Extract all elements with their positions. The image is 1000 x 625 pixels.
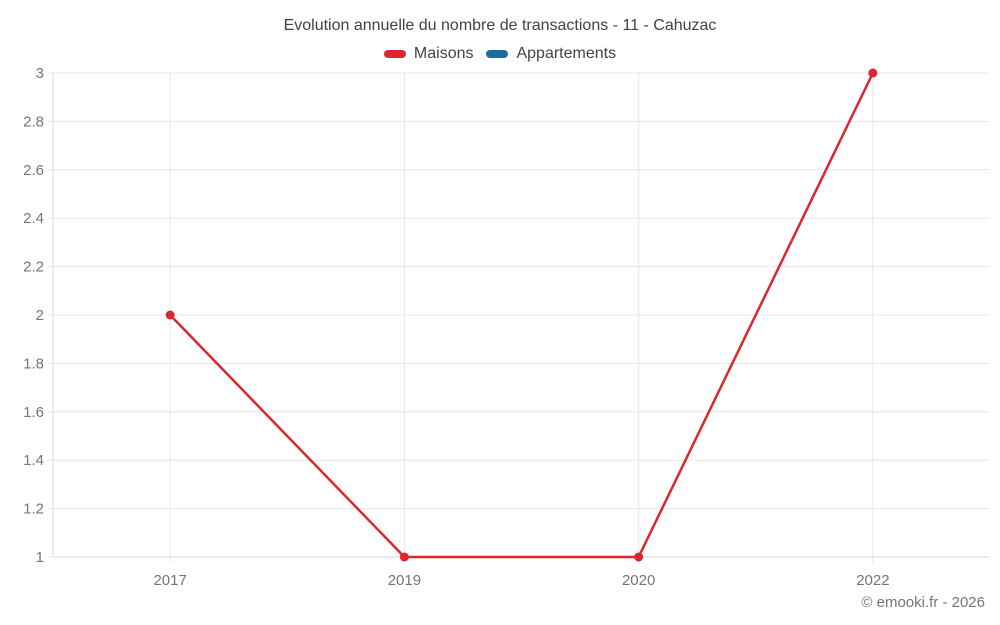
- legend-item-appartements[interactable]: Appartements: [486, 45, 616, 63]
- svg-text:2017: 2017: [153, 572, 186, 589]
- svg-text:1.6: 1.6: [23, 404, 44, 421]
- svg-text:2.8: 2.8: [23, 113, 44, 130]
- svg-text:2019: 2019: [388, 572, 421, 589]
- appartements-swatch-icon: [486, 50, 509, 58]
- maisons-swatch-icon: [383, 50, 406, 58]
- svg-text:1.8: 1.8: [23, 355, 44, 372]
- legend-item-maisons[interactable]: Maisons: [383, 45, 474, 63]
- svg-text:1.2: 1.2: [23, 501, 44, 518]
- chart-title: Evolution annuelle du nombre de transact…: [283, 17, 717, 34]
- legend-label-maisons: Maisons: [413, 45, 474, 62]
- copyright: © emooki.fr - 2026: [861, 594, 985, 611]
- svg-text:2020: 2020: [622, 572, 655, 589]
- svg-text:1: 1: [36, 549, 44, 566]
- svg-text:1.4: 1.4: [23, 452, 44, 469]
- legend-label-appartements: Appartements: [516, 45, 617, 62]
- svg-text:2: 2: [36, 307, 44, 324]
- svg-text:2022: 2022: [856, 572, 889, 589]
- svg-text:2.4: 2.4: [23, 210, 44, 227]
- chart-legend: Maisons Appartements: [0, 45, 1000, 63]
- svg-text:2.2: 2.2: [23, 259, 44, 276]
- svg-text:3: 3: [36, 65, 44, 82]
- svg-text:2.6: 2.6: [23, 162, 44, 179]
